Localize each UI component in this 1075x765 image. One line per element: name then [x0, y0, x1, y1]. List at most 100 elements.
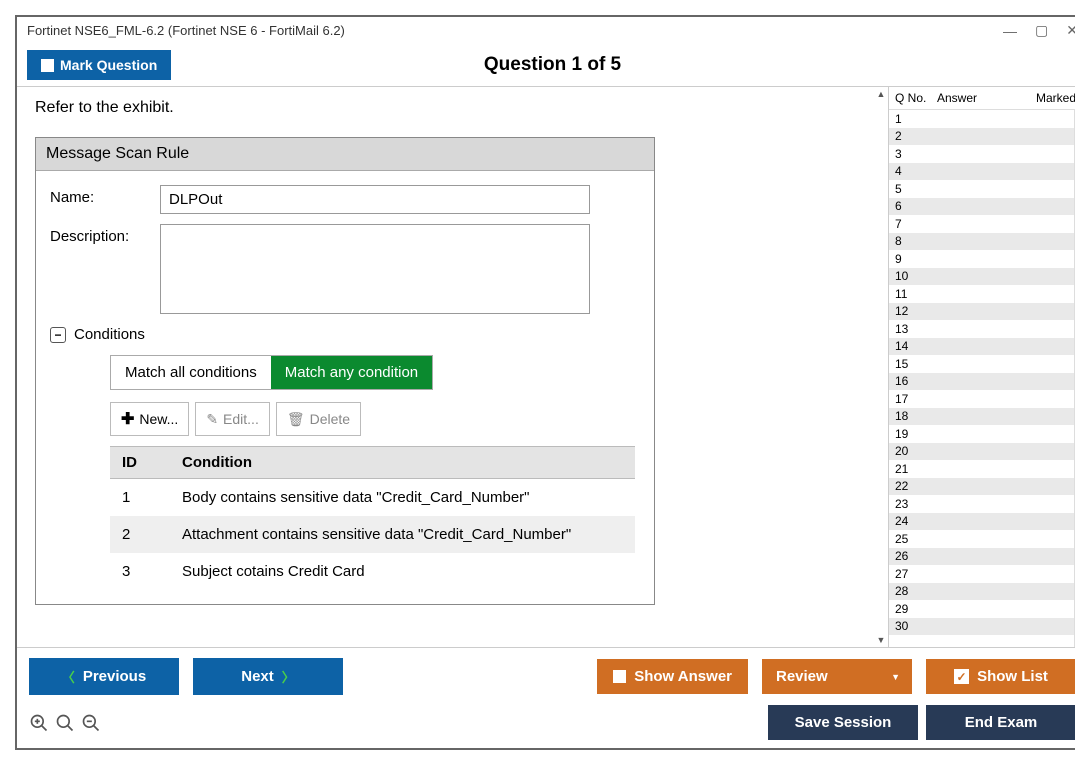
next-button[interactable]: Next 〉 [193, 658, 343, 695]
list-item[interactable]: 6 [889, 198, 1075, 216]
show-list-button[interactable]: ✓ Show List [926, 659, 1075, 694]
q-number: 19 [895, 427, 937, 441]
q-number: 2 [895, 129, 937, 143]
q-number: 28 [895, 584, 937, 598]
new-label: New... [139, 411, 178, 427]
col-condition: Condition [170, 447, 635, 479]
toolbar: ✚ New... ✎ Edit... 🗑 Delete [110, 402, 640, 436]
minimize-icon[interactable]: — [1003, 23, 1017, 39]
review-dropdown[interactable]: Review ▼ [762, 659, 912, 694]
next-label: Next [241, 668, 274, 685]
list-item[interactable]: 21 [889, 460, 1075, 478]
list-item[interactable]: 11 [889, 285, 1075, 303]
q-number: 26 [895, 549, 937, 563]
list-item[interactable]: 8 [889, 233, 1075, 251]
new-button[interactable]: ✚ New... [110, 402, 189, 436]
delete-label: Delete [310, 411, 350, 427]
exhibit-title: Message Scan Rule [36, 138, 654, 171]
q-number: 30 [895, 619, 937, 633]
zoom-controls [29, 713, 101, 733]
list-item[interactable]: 22 [889, 478, 1075, 496]
list-item[interactable]: 28 [889, 583, 1075, 601]
list-item[interactable]: 20 [889, 443, 1075, 461]
header-row: Mark Question Question 1 of 5 [17, 44, 1075, 86]
q-number: 4 [895, 164, 937, 178]
show-answer-button[interactable]: Show Answer [597, 659, 748, 694]
exhibit-panel: Message Scan Rule Name: Description: − C… [35, 137, 655, 605]
chevron-down-icon: ▼ [891, 672, 900, 682]
zoom-out-icon[interactable] [81, 713, 101, 733]
question-list-header: Q No. Answer Marked [889, 87, 1075, 110]
zoom-in-icon[interactable] [29, 713, 49, 733]
list-item[interactable]: 5 [889, 180, 1075, 198]
list-item[interactable]: 24 [889, 513, 1075, 531]
q-number: 3 [895, 147, 937, 161]
list-item[interactable]: 2 [889, 128, 1075, 146]
collapse-icon[interactable]: − [50, 327, 66, 343]
list-item[interactable]: 16 [889, 373, 1075, 391]
list-item[interactable]: 14 [889, 338, 1075, 356]
description-input[interactable] [160, 224, 590, 314]
col-id: ID [110, 447, 170, 479]
body: ▲ ▼ Refer to the exhibit. Message Scan R… [17, 86, 1075, 647]
question-list-panel: Q No. Answer Marked 12345678910111213141… [888, 87, 1075, 647]
scroll-up-icon[interactable]: ▲ [877, 89, 886, 99]
list-item[interactable]: 27 [889, 565, 1075, 583]
cell-id: 2 [110, 516, 170, 553]
maximize-icon[interactable]: ▢ [1035, 22, 1048, 39]
edit-icon: ✎ [206, 411, 218, 428]
zoom-reset-icon[interactable] [55, 713, 75, 733]
list-item[interactable]: 25 [889, 530, 1075, 548]
description-row: Description: [50, 224, 640, 314]
name-label: Name: [50, 185, 160, 206]
list-item[interactable]: 29 [889, 600, 1075, 618]
trash-icon: 🗑 [287, 411, 305, 428]
list-item[interactable]: 10 [889, 268, 1075, 286]
list-item[interactable]: 15 [889, 355, 1075, 373]
table-row[interactable]: 3Subject cotains Credit Card [110, 553, 635, 590]
mark-question-button[interactable]: Mark Question [27, 50, 171, 80]
close-icon[interactable]: ✕ [1066, 22, 1075, 39]
q-number: 22 [895, 479, 937, 493]
list-item[interactable]: 3 [889, 145, 1075, 163]
checked-icon: ✓ [954, 669, 969, 684]
scroll-down-icon[interactable]: ▼ [877, 635, 886, 645]
edit-button[interactable]: ✎ Edit... [195, 402, 270, 436]
list-item[interactable]: 1 [889, 110, 1075, 128]
list-item[interactable]: 17 [889, 390, 1075, 408]
table-row[interactable]: 1Body contains sensitive data "Credit_Ca… [110, 479, 635, 517]
plus-icon: ✚ [121, 409, 134, 429]
window-controls: — ▢ ✕ [1003, 22, 1075, 39]
q-number: 8 [895, 234, 937, 248]
table-row[interactable]: 2Attachment contains sensitive data "Cre… [110, 516, 635, 553]
delete-button[interactable]: 🗑 Delete [276, 402, 361, 436]
name-input[interactable] [160, 185, 590, 214]
previous-button[interactable]: 〈 Previous [29, 658, 179, 695]
list-item[interactable]: 13 [889, 320, 1075, 338]
question-list[interactable]: 1234567891011121314151617181920212223242… [889, 110, 1075, 647]
app-window: Fortinet NSE6_FML-6.2 (Fortinet NSE 6 - … [15, 15, 1075, 750]
description-label: Description: [50, 224, 160, 245]
list-item[interactable]: 26 [889, 548, 1075, 566]
conditions-section-header: − Conditions [50, 326, 640, 343]
tab-match-any[interactable]: Match any condition [271, 356, 432, 389]
col-answer: Answer [937, 91, 1007, 105]
q-number: 9 [895, 252, 937, 266]
q-number: 16 [895, 374, 937, 388]
review-label: Review [776, 668, 828, 685]
list-item[interactable]: 19 [889, 425, 1075, 443]
list-item[interactable]: 4 [889, 163, 1075, 181]
list-item[interactable]: 12 [889, 303, 1075, 321]
q-number: 6 [895, 199, 937, 213]
show-answer-label: Show Answer [634, 668, 732, 685]
list-item[interactable]: 9 [889, 250, 1075, 268]
list-item[interactable]: 18 [889, 408, 1075, 426]
conditions-table: ID Condition 1Body contains sensitive da… [110, 446, 635, 590]
cell-id: 3 [110, 553, 170, 590]
main-scrollbar[interactable]: ▲ ▼ [874, 87, 888, 647]
list-item[interactable]: 23 [889, 495, 1075, 513]
list-item[interactable]: 30 [889, 618, 1075, 636]
tab-match-all[interactable]: Match all conditions [111, 356, 271, 389]
list-item[interactable]: 7 [889, 215, 1075, 233]
footer: 〈 Previous Next 〉 Show Answer Review ▼ ✓… [17, 647, 1075, 748]
